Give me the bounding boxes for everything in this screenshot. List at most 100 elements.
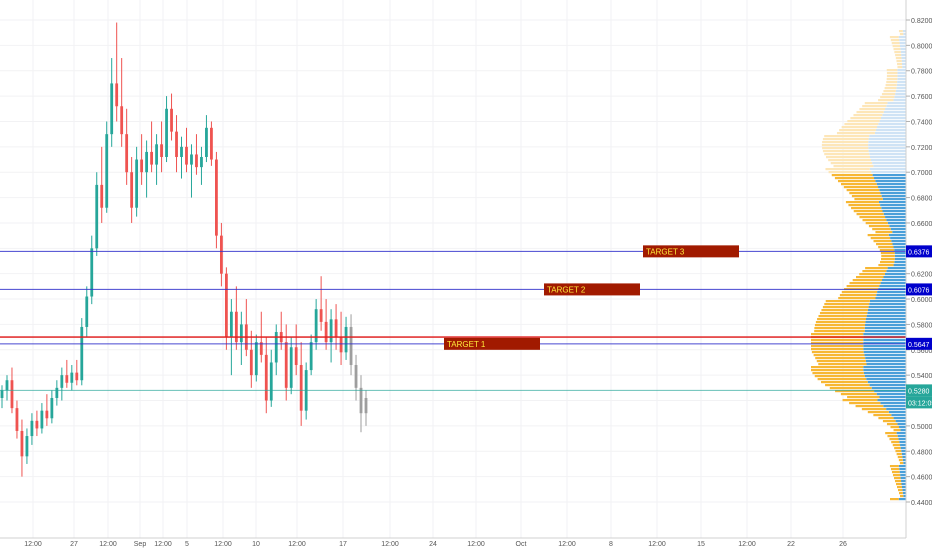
candle-body[interactable] <box>145 151 149 173</box>
profile-bar-blue <box>868 306 906 309</box>
candle-body[interactable] <box>155 144 158 165</box>
profile-bar-blue <box>901 486 906 489</box>
candle-body[interactable] <box>264 354 268 401</box>
price-tick-label: 0.4400 <box>911 500 932 507</box>
candle-body[interactable] <box>309 342 313 371</box>
candle-body[interactable] <box>60 375 64 388</box>
candle-body[interactable] <box>195 154 198 168</box>
profile-bar-blue <box>899 441 906 444</box>
candle-body[interactable] <box>80 326 84 381</box>
candle-body[interactable] <box>50 397 54 419</box>
candle-body[interactable] <box>100 184 104 208</box>
candle-body[interactable] <box>284 342 288 388</box>
candle-body[interactable] <box>224 273 228 338</box>
profile-bar-blue <box>868 141 906 144</box>
candle-body[interactable] <box>299 365 303 411</box>
target-boxes[interactable]: TARGET 3 TARGET 2 TARGET 1 <box>444 245 739 350</box>
candle-body[interactable] <box>200 156 203 168</box>
candle-body[interactable] <box>334 319 338 338</box>
candle-body[interactable] <box>185 146 188 165</box>
candle-body[interactable] <box>175 131 178 157</box>
profile-bar-blue <box>895 420 906 423</box>
candle-body[interactable] <box>75 372 79 381</box>
profile-bar-blue <box>891 414 906 417</box>
profile-bar-blue <box>901 57 906 60</box>
profile-bar-orange <box>886 81 898 84</box>
profile-bar-orange <box>818 363 867 366</box>
candle-body[interactable] <box>30 420 34 437</box>
candle-body[interactable] <box>205 127 208 157</box>
candle-body[interactable] <box>274 332 278 363</box>
candle-body[interactable] <box>85 296 89 327</box>
candle-body[interactable] <box>364 397 368 414</box>
profile-bar-orange <box>848 204 881 207</box>
candle-body[interactable] <box>90 248 94 297</box>
candle-body[interactable] <box>324 321 328 343</box>
candle-body[interactable] <box>35 420 39 429</box>
candle-body[interactable] <box>170 108 173 132</box>
candle-body[interactable] <box>359 387 363 414</box>
candle-body[interactable] <box>15 408 19 431</box>
candle-body[interactable] <box>314 309 318 343</box>
profile-bar-orange <box>889 465 899 468</box>
profile-bar-orange <box>837 180 876 183</box>
candle-body[interactable] <box>45 410 49 419</box>
candle-body[interactable] <box>135 159 139 208</box>
candle-body[interactable] <box>70 372 74 383</box>
profile-bar-blue <box>865 357 906 360</box>
candle-body[interactable] <box>190 154 193 165</box>
candle-body[interactable] <box>344 326 348 353</box>
profile-bar-blue <box>868 144 906 147</box>
candle-body[interactable] <box>40 410 44 429</box>
time-tick-label: 10 <box>252 541 260 548</box>
target-box[interactable] <box>444 337 540 350</box>
candle-body[interactable] <box>165 108 168 157</box>
target-box[interactable] <box>643 245 739 258</box>
time-axis[interactable]: 12:00 27 12:00 Sep 12:00 5 12:00 10 12:00 17 12:00… <box>24 541 847 548</box>
candle-body[interactable] <box>229 311 233 338</box>
candle-body[interactable] <box>130 172 134 208</box>
profile-bar-blue <box>895 90 906 93</box>
candle-body[interactable] <box>294 347 298 366</box>
candle-body[interactable] <box>210 127 213 160</box>
candle-body[interactable] <box>259 342 263 355</box>
candle-body[interactable] <box>349 326 353 366</box>
candle-body[interactable] <box>239 324 243 343</box>
profile-bar-orange <box>896 60 902 63</box>
candle-body[interactable] <box>120 106 124 135</box>
candle-body[interactable] <box>215 159 218 236</box>
candle-body[interactable] <box>20 430 24 457</box>
candle-body[interactable] <box>65 375 69 383</box>
candle-body[interactable] <box>10 380 14 409</box>
candle-body[interactable] <box>339 337 343 353</box>
profile-bar-blue <box>898 36 906 39</box>
candle-body[interactable] <box>254 342 258 376</box>
candle-body[interactable] <box>105 134 109 208</box>
candle-body[interactable] <box>150 151 153 165</box>
profile-bar-orange <box>893 477 901 480</box>
candle-body[interactable] <box>160 144 163 157</box>
candle-body[interactable] <box>55 387 59 398</box>
candle-body[interactable] <box>249 349 253 376</box>
candle-body[interactable] <box>219 235 223 274</box>
candle-body[interactable] <box>234 311 238 343</box>
target-box[interactable] <box>544 283 640 296</box>
candle-body[interactable] <box>125 134 129 173</box>
candle-body[interactable] <box>95 184 99 249</box>
candle-body[interactable] <box>329 319 333 343</box>
candle-body[interactable] <box>319 309 323 322</box>
candle-body[interactable] <box>180 146 183 157</box>
candle-body[interactable] <box>0 390 4 398</box>
candle-body[interactable] <box>354 365 358 388</box>
candle-body[interactable] <box>110 83 114 135</box>
candle-body[interactable] <box>5 380 9 391</box>
profile-bar-orange <box>836 132 875 135</box>
candle-body[interactable] <box>115 83 119 107</box>
profile-bar-orange <box>850 117 881 120</box>
candle-body[interactable] <box>140 159 144 173</box>
candle-body[interactable] <box>289 347 293 388</box>
candle-body[interactable] <box>25 436 29 457</box>
candle-body[interactable] <box>269 362 273 401</box>
